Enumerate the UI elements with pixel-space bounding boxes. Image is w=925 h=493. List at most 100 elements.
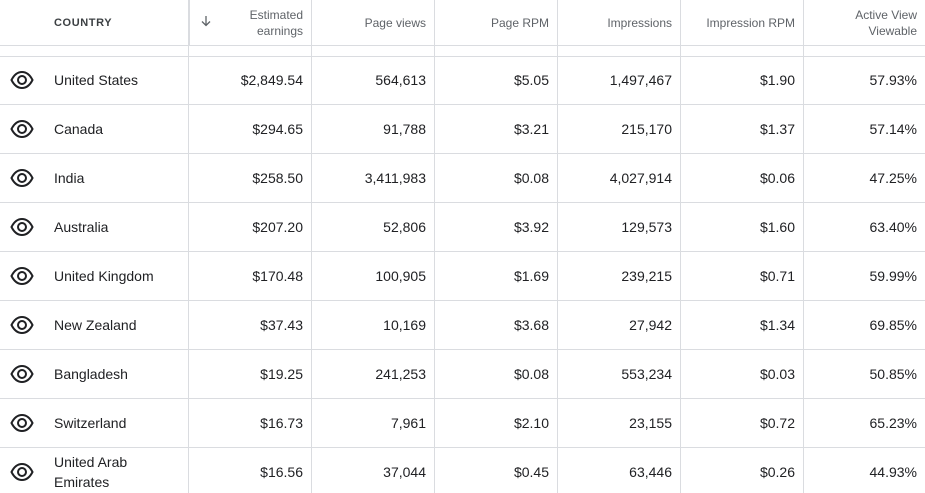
sort-descending-toggle[interactable] xyxy=(189,0,221,45)
cell-active-view-viewable: 50.85% xyxy=(869,366,917,382)
cell-impression-rpm: $0.72 xyxy=(759,415,795,431)
cell-page-views: 91,788 xyxy=(383,121,426,137)
cell-country: Australia xyxy=(54,219,109,235)
header-separator-gap xyxy=(0,45,925,57)
cell-estimated-earnings: $294.65 xyxy=(252,121,303,137)
table-header: COUNTRY Estimated earnings Page views Pa… xyxy=(0,0,925,46)
cell-estimated-earnings: $19.25 xyxy=(260,366,303,382)
column-header-impression-rpm-label: Impression RPM xyxy=(706,15,795,30)
cell-impression-rpm: $0.06 xyxy=(759,170,795,186)
column-divider xyxy=(188,0,189,493)
cell-active-view-viewable: 47.25% xyxy=(869,170,917,186)
cell-country: Bangladesh xyxy=(54,366,128,382)
column-divider xyxy=(680,0,681,493)
cell-page-views: 7,961 xyxy=(390,415,426,431)
column-divider xyxy=(311,0,312,493)
cell-page-rpm: $1.69 xyxy=(513,268,549,284)
table-row[interactable]: United Kingdom $170.48 100,905 $1.69 239,215… xyxy=(0,252,925,301)
column-header-page-rpm-label: Page RPM xyxy=(490,15,549,30)
cell-impressions: 1,497,467 xyxy=(609,72,672,88)
cell-impressions: 63,446 xyxy=(629,464,672,480)
eye-icon[interactable] xyxy=(10,69,34,91)
column-divider xyxy=(434,0,435,493)
cell-page-rpm: $0.45 xyxy=(513,464,549,480)
column-header-page-views[interactable]: Page views xyxy=(311,0,434,45)
cell-country: United Kingdom xyxy=(54,268,154,284)
cell-active-view-viewable: 59.99% xyxy=(869,268,917,284)
arrow-down-icon xyxy=(200,15,212,31)
cell-page-rpm: $0.08 xyxy=(513,170,549,186)
cell-impressions: 23,155 xyxy=(629,415,672,431)
column-header-impression-rpm[interactable]: Impression RPM xyxy=(680,0,803,45)
cell-impressions: 239,215 xyxy=(621,268,672,284)
cell-impression-rpm: $0.03 xyxy=(759,366,795,382)
column-header-impressions[interactable]: Impressions xyxy=(557,0,680,45)
cell-impressions: 553,234 xyxy=(621,366,672,382)
cell-page-views: 564,613 xyxy=(375,72,426,88)
column-header-active-view-line1: Active View xyxy=(855,7,917,22)
cell-active-view-viewable: 57.14% xyxy=(869,121,917,137)
cell-impression-rpm: $0.26 xyxy=(759,464,795,480)
eye-icon[interactable] xyxy=(10,167,34,189)
cell-active-view-viewable: 63.40% xyxy=(869,219,917,235)
cell-page-rpm: $3.68 xyxy=(513,317,549,333)
cell-impression-rpm: $1.90 xyxy=(759,72,795,88)
cell-page-views: 241,253 xyxy=(375,366,426,382)
cell-impression-rpm: $1.34 xyxy=(759,317,795,333)
cell-country: Switzerland xyxy=(54,415,127,431)
cell-estimated-earnings: $207.20 xyxy=(252,219,303,235)
cell-page-views: 52,806 xyxy=(383,219,426,235)
cell-page-rpm: $2.10 xyxy=(513,415,549,431)
cell-country-line: United Arab xyxy=(54,454,128,470)
table-row[interactable]: Canada $294.65 91,788 $3.21 215,170 $1.37 57.1… xyxy=(0,105,925,154)
table-row[interactable]: New Zealand $37.43 10,169 $3.68 27,942 $1.34 6… xyxy=(0,301,925,350)
eye-icon[interactable] xyxy=(10,461,34,483)
cell-page-rpm: $0.08 xyxy=(513,366,549,382)
cell-country: United States xyxy=(54,72,139,88)
column-header-country[interactable]: COUNTRY xyxy=(0,0,189,45)
cell-country: New Zealand xyxy=(54,317,137,333)
eye-icon[interactable] xyxy=(10,265,34,287)
cell-page-rpm: $5.05 xyxy=(513,72,549,88)
cell-page-views: 37,044 xyxy=(383,464,426,480)
column-divider xyxy=(557,0,558,493)
cell-estimated-earnings: $16.73 xyxy=(260,415,303,431)
cell-country: India xyxy=(54,170,85,186)
table-row[interactable]: Australia $207.20 52,806 $3.92 129,573 $1.60 6… xyxy=(0,203,925,252)
cell-page-rpm: $3.92 xyxy=(513,219,549,235)
cell-active-view-viewable: 65.23% xyxy=(869,415,917,431)
cell-impression-rpm: $1.60 xyxy=(759,219,795,235)
column-header-page-views-label: Page views xyxy=(364,15,426,30)
eye-icon[interactable] xyxy=(10,118,34,140)
table-row[interactable]: Bangladesh $19.25 241,253 $0.08 553,234 $0.03… xyxy=(0,350,925,399)
column-header-country-label: COUNTRY xyxy=(54,16,113,29)
column-header-estimated-earnings-line1: Estimated xyxy=(249,7,303,22)
cell-active-view-viewable: 69.85% xyxy=(869,317,917,333)
column-divider xyxy=(803,0,804,493)
table-row[interactable]: United States $2,849.54 564,613 $5.05 1,497,… xyxy=(0,56,925,105)
cell-page-views: 100,905 xyxy=(375,268,426,284)
eye-icon[interactable] xyxy=(10,412,34,434)
cell-estimated-earnings: $258.50 xyxy=(252,170,303,186)
table-row[interactable]: United Arab Emirates $16.56 37,044 $0.45 63,4… xyxy=(0,448,925,493)
cell-page-views: 3,411,983 xyxy=(364,170,426,186)
cell-impression-rpm: $1.37 xyxy=(759,121,795,137)
cell-estimated-earnings: $2,849.54 xyxy=(240,72,303,88)
eye-icon[interactable] xyxy=(10,363,34,385)
table-row[interactable]: India $258.50 3,411,983 $0.08 4,027,914 $0.06… xyxy=(0,154,925,203)
column-header-page-rpm[interactable]: Page RPM xyxy=(434,0,557,45)
cell-country: Canada xyxy=(54,121,104,137)
eye-icon[interactable] xyxy=(10,216,34,238)
column-header-active-view-viewable[interactable]: Active View Viewable xyxy=(803,0,925,45)
cell-impressions: 215,170 xyxy=(621,121,672,137)
cell-estimated-earnings: $170.48 xyxy=(252,268,303,284)
column-header-estimated-earnings[interactable]: Estimated earnings xyxy=(221,0,311,45)
eye-icon[interactable] xyxy=(10,314,34,336)
cell-active-view-viewable: 57.93% xyxy=(869,72,917,88)
cell-estimated-earnings: $37.43 xyxy=(260,317,303,333)
cell-country-line: Emirates xyxy=(54,474,110,490)
column-header-impressions-label: Impressions xyxy=(607,15,672,30)
cell-country: United Arab Emirates xyxy=(54,448,188,493)
table-row[interactable]: Switzerland $16.73 7,961 $2.10 23,155 $0.72 65… xyxy=(0,399,925,448)
